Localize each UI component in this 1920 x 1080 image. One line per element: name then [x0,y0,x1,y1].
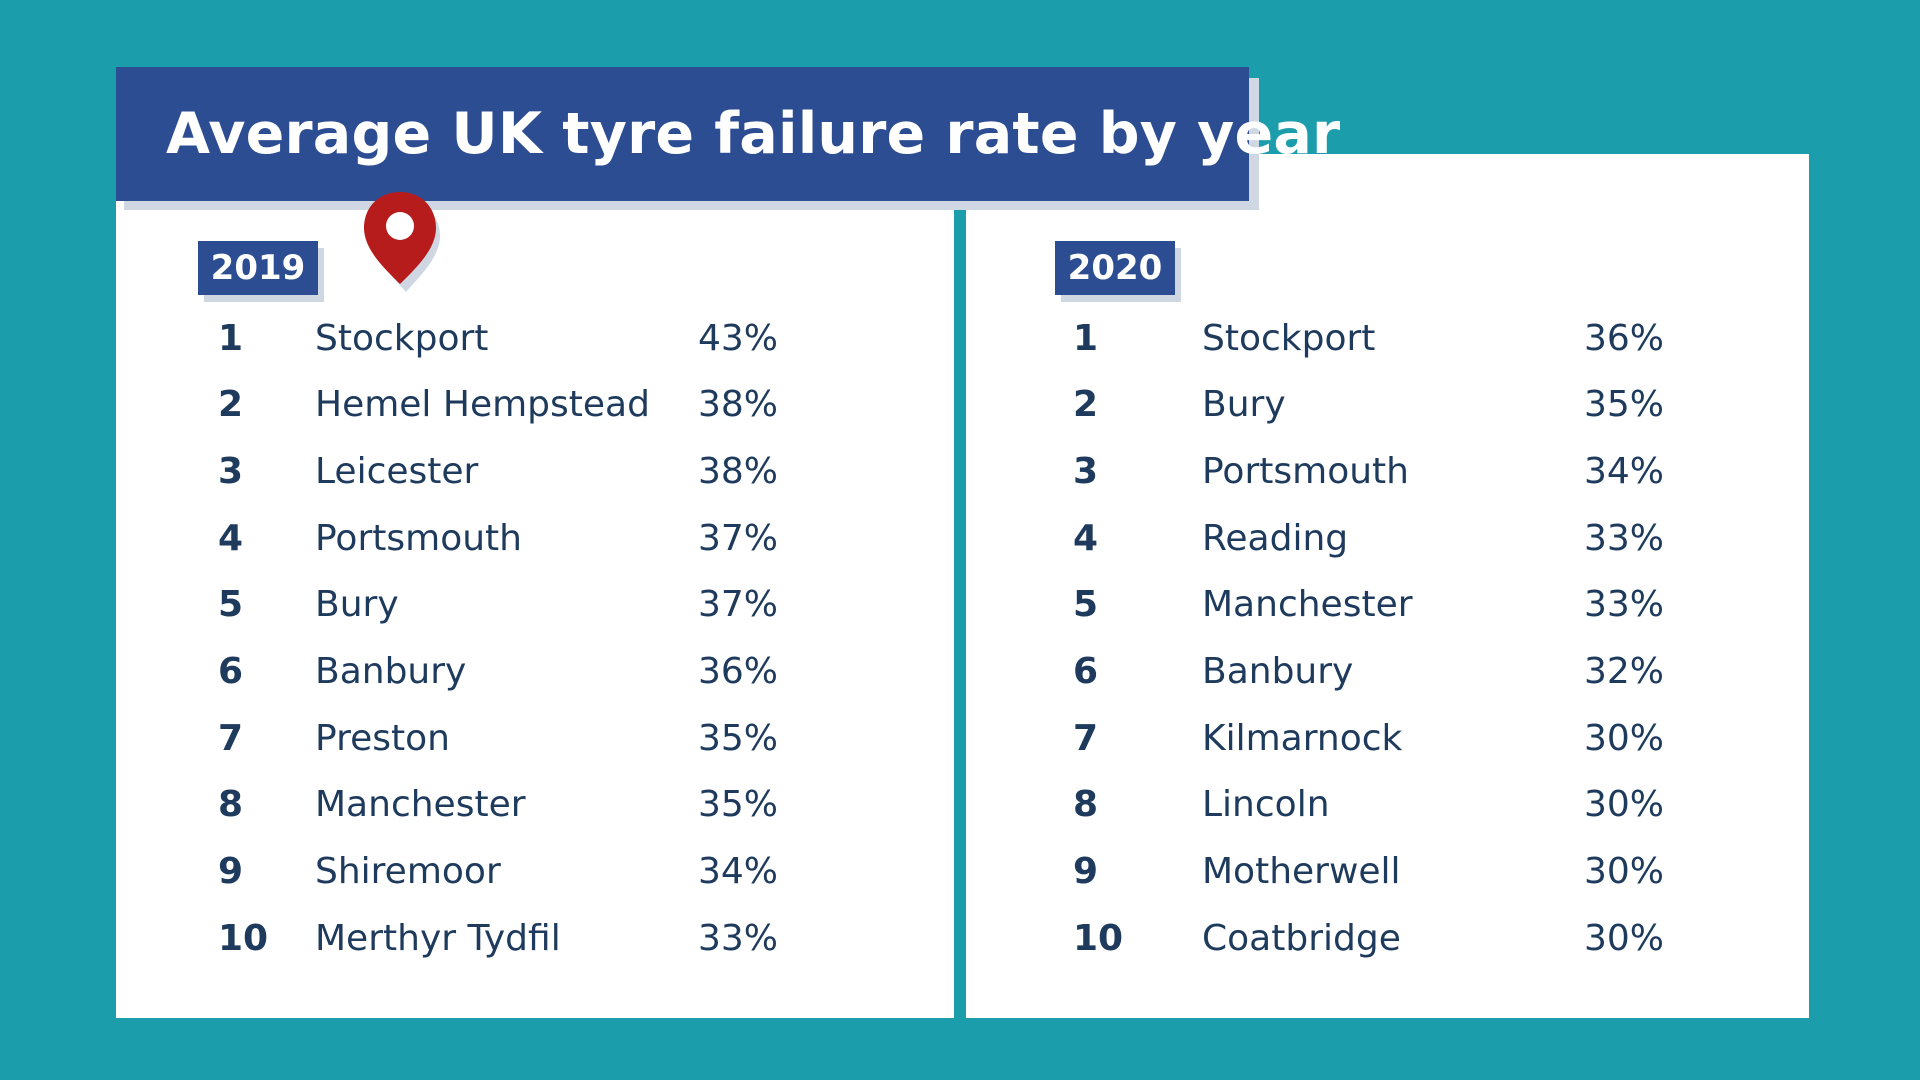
table-row: 7 Preston 35% [0,708,1920,768]
city-name: Banbury [315,651,467,692]
table-row: 5 Bury 37% [0,575,1920,635]
rank-number: 1 [218,317,244,359]
rank-number: 2 [1073,384,1099,426]
rank-number: 1 [1073,317,1099,359]
city-name: Kilmarnock [1202,717,1403,759]
table-row: 9 Shiremoor 34% [0,842,1920,902]
rank-number: 5 [1073,584,1099,626]
city-name: Bury [315,584,399,626]
failure-rate: 33% [1584,584,1665,626]
city-name: Preston [315,717,450,759]
table-row: 8 Lincoln 30% [0,775,1920,835]
table-row: 10 Merthyr Tydfil 33% [0,908,1920,968]
rank-number: 6 [1073,651,1099,692]
panel-2019 [116,200,954,1018]
city-name: Hemel Hempstead [315,384,650,426]
table-row: 3 Leicester 38% [0,441,1920,501]
city-name: Lincoln [1202,784,1330,826]
rank-number: 10 [1073,917,1124,959]
failure-rate: 35% [698,784,779,826]
failure-rate: 33% [698,917,779,959]
failure-rate: 32% [1584,651,1665,692]
city-name: Banbury [1202,651,1354,692]
location-pin-icon [364,192,440,292]
failure-rate: 34% [698,851,779,893]
failure-rate: 38% [698,384,779,426]
city-name: Portsmouth [315,517,522,559]
rank-number: 8 [218,784,244,826]
city-name: Stockport [1202,317,1376,359]
failure-rate: 30% [1584,784,1665,826]
rank-number: 3 [218,450,244,492]
table-row: 5 Manchester 33% [0,575,1920,635]
year-badge-2020: 2020 [1055,241,1175,295]
failure-rate: 34% [1584,450,1665,492]
failure-rate: 36% [1584,317,1665,359]
rank-number: 7 [218,717,244,759]
city-name: Motherwell [1202,851,1401,893]
table-row: 1 Stockport 43% [0,308,1920,368]
title-banner: Average UK tyre failure rate by year [116,67,1340,201]
failure-rate: 38% [698,450,779,492]
city-name: Manchester [1202,584,1413,626]
city-name: Stockport [315,317,489,359]
rank-number: 7 [1073,717,1099,759]
failure-rate: 30% [1584,917,1665,959]
table-row: 9 Motherwell 30% [0,842,1920,902]
failure-rate: 30% [1584,717,1665,759]
failure-rate: 37% [698,517,779,559]
city-name: Coatbridge [1202,917,1401,959]
table-row: 6 Banbury 32% [0,642,1920,702]
table-row: 6 Banbury 36% [0,642,1920,702]
failure-rate: 35% [698,717,779,759]
rank-number: 9 [1073,851,1099,893]
city-name: Portsmouth [1202,450,1409,492]
table-row: 2 Bury 35% [0,375,1920,435]
table-row: 1 Stockport 36% [0,308,1920,368]
city-name: Shiremoor [315,851,501,893]
failure-rate: 37% [698,584,779,626]
failure-rate: 36% [698,651,779,692]
rank-number: 9 [218,851,244,893]
failure-rate: 43% [698,317,779,359]
page-title: Average UK tyre failure rate by year [166,101,1341,167]
city-name: Reading [1202,517,1349,559]
city-name: Leicester [315,450,479,492]
year-badge-2019: 2019 [198,241,318,295]
table-row: 4 Portsmouth 37% [0,508,1920,568]
rank-number: 10 [218,917,269,959]
table-row: 4 Reading 33% [0,508,1920,568]
rank-number: 6 [218,651,244,692]
rank-number: 8 [1073,784,1099,826]
city-name: Manchester [315,784,526,826]
failure-rate: 33% [1584,517,1665,559]
rank-number: 2 [218,384,244,426]
table-row: 10 Coatbridge 30% [0,908,1920,968]
failure-rate: 35% [1584,384,1665,426]
table-row: 2 Hemel Hempstead 38% [0,375,1920,435]
table-row: 7 Kilmarnock 30% [0,708,1920,768]
rank-number: 4 [1073,517,1099,559]
failure-rate: 30% [1584,851,1665,893]
city-name: Bury [1202,384,1286,426]
rank-number: 4 [218,517,244,559]
table-row: 3 Portsmouth 34% [0,441,1920,501]
rank-number: 5 [218,584,244,626]
table-row: 8 Manchester 35% [0,775,1920,835]
rank-number: 3 [1073,450,1099,492]
city-name: Merthyr Tydfil [315,917,561,959]
